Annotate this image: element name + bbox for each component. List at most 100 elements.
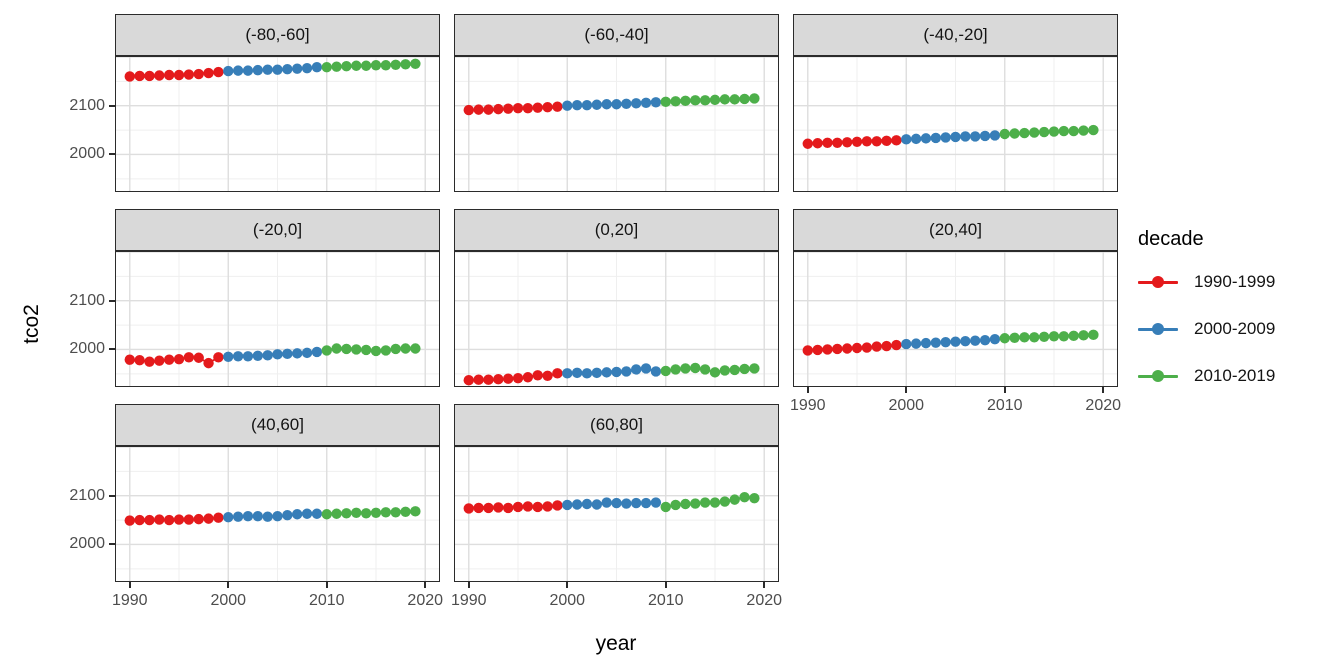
data-point bbox=[213, 352, 224, 363]
decade-series bbox=[802, 135, 902, 149]
data-point bbox=[1019, 332, 1030, 343]
data-point bbox=[331, 61, 342, 72]
data-point bbox=[341, 508, 352, 519]
data-point bbox=[729, 364, 740, 376]
data-point bbox=[331, 508, 342, 519]
data-point bbox=[562, 100, 573, 111]
x-tick-label: 2020 bbox=[746, 592, 783, 609]
data-point bbox=[749, 93, 760, 104]
data-point bbox=[601, 497, 612, 508]
data-point bbox=[351, 344, 362, 355]
data-point bbox=[193, 68, 204, 80]
data-point bbox=[473, 104, 484, 115]
data-point bbox=[124, 515, 135, 526]
facet-panel bbox=[115, 446, 440, 582]
data-point bbox=[154, 514, 165, 525]
data-point bbox=[173, 69, 185, 81]
decade-series bbox=[463, 500, 563, 514]
x-tick-mark bbox=[325, 582, 328, 588]
data-point bbox=[542, 370, 553, 381]
data-point bbox=[591, 499, 603, 510]
x-tick-label: 2020 bbox=[1085, 397, 1122, 414]
data-point bbox=[341, 343, 352, 355]
data-point bbox=[699, 497, 711, 508]
x-tick-mark bbox=[128, 582, 131, 588]
data-point bbox=[680, 363, 691, 374]
decade-series bbox=[999, 329, 1099, 344]
data-point bbox=[729, 94, 740, 105]
data-point bbox=[134, 70, 145, 82]
data-point bbox=[144, 514, 155, 526]
data-point bbox=[630, 497, 642, 509]
data-point bbox=[532, 370, 543, 381]
data-point bbox=[532, 501, 543, 513]
data-point bbox=[1019, 127, 1030, 139]
data-point bbox=[920, 337, 932, 349]
data-point bbox=[493, 103, 504, 115]
data-point bbox=[851, 136, 863, 147]
decade-series bbox=[660, 362, 760, 378]
data-point bbox=[262, 350, 273, 361]
data-point bbox=[979, 335, 991, 346]
data-point bbox=[901, 338, 912, 350]
data-point bbox=[940, 336, 951, 348]
facet-plot-area bbox=[455, 252, 778, 386]
data-point bbox=[272, 510, 283, 522]
decade-series bbox=[562, 497, 662, 511]
data-point bbox=[483, 104, 494, 115]
data-point bbox=[822, 137, 833, 148]
data-point bbox=[891, 135, 902, 146]
data-point bbox=[861, 342, 873, 353]
data-point bbox=[512, 102, 524, 114]
data-point bbox=[173, 354, 185, 365]
data-point bbox=[680, 95, 691, 107]
data-point bbox=[321, 345, 332, 356]
data-point bbox=[660, 501, 671, 513]
data-point bbox=[493, 374, 504, 385]
data-point bbox=[650, 97, 662, 108]
data-point bbox=[699, 364, 711, 375]
data-point bbox=[232, 65, 244, 76]
data-point bbox=[670, 499, 681, 511]
data-point bbox=[989, 334, 1001, 345]
x-tick-label: 1990 bbox=[111, 592, 148, 609]
facet-panel bbox=[454, 56, 779, 192]
y-tick-mark bbox=[109, 153, 115, 156]
data-point bbox=[390, 59, 401, 70]
data-point bbox=[252, 510, 264, 522]
decade-series bbox=[124, 352, 224, 369]
facet-strip: (-40,-20] bbox=[793, 14, 1118, 56]
data-point bbox=[252, 350, 264, 362]
data-point bbox=[621, 498, 632, 509]
y-tick-mark bbox=[109, 543, 115, 546]
data-point bbox=[861, 136, 873, 147]
data-point bbox=[301, 508, 313, 519]
legend-entry: 2010-2019 bbox=[1138, 363, 1338, 389]
decade-series bbox=[321, 343, 421, 357]
data-point bbox=[124, 71, 135, 82]
facet-strip: (-60,-40] bbox=[454, 14, 779, 56]
data-point bbox=[881, 135, 892, 147]
data-point bbox=[1078, 125, 1089, 136]
data-point bbox=[502, 502, 514, 514]
data-point bbox=[124, 354, 135, 365]
data-point bbox=[341, 61, 352, 72]
data-point bbox=[571, 100, 583, 111]
facet-panel bbox=[454, 446, 779, 582]
data-point bbox=[1058, 331, 1070, 342]
y-tick-label: 2000 bbox=[69, 340, 105, 358]
data-point bbox=[660, 365, 671, 377]
data-point bbox=[690, 95, 701, 106]
data-point bbox=[400, 506, 411, 518]
data-point bbox=[989, 130, 1001, 141]
data-point bbox=[640, 97, 652, 108]
x-tick-mark bbox=[467, 582, 470, 588]
data-point bbox=[163, 514, 175, 526]
data-point bbox=[311, 346, 323, 358]
data-point bbox=[802, 345, 813, 356]
facet-strip: (-80,-60] bbox=[115, 14, 440, 56]
data-point bbox=[473, 502, 484, 514]
data-point bbox=[163, 354, 175, 365]
decade-series bbox=[223, 62, 323, 77]
data-point bbox=[812, 138, 823, 149]
